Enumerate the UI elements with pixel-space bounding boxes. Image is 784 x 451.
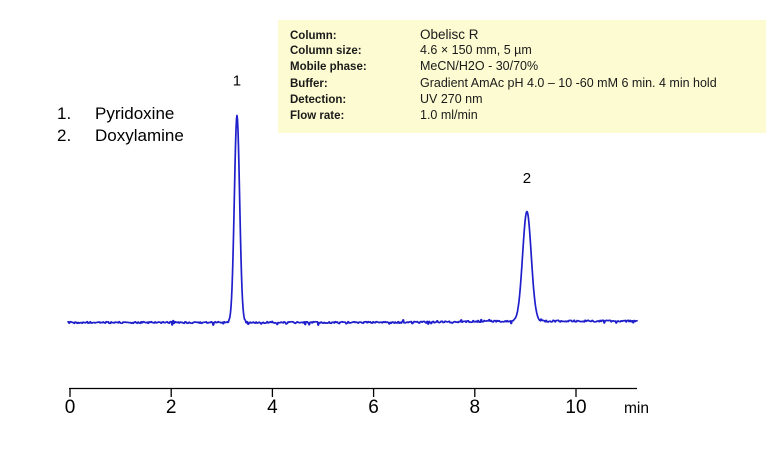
peak-list-number: 1.	[57, 104, 72, 123]
condition-value: UV 270 nm	[420, 91, 483, 106]
peak-list-compound: Pyridoxine	[95, 104, 175, 123]
condition-row: Buffer: Gradient AmAc pH 4.0 – 10 -60 mM …	[290, 76, 760, 92]
condition-row: Flow rate: 1.0 ml/min	[290, 108, 760, 124]
peak-list-number: 2.	[57, 126, 72, 145]
condition-label: Detection:	[290, 93, 347, 106]
peak-list-item: 2. Doxylamine	[57, 125, 184, 147]
condition-label: Column:	[290, 30, 337, 42]
peak-list-compound: Doxylamine	[95, 126, 184, 145]
condition-label: Buffer:	[290, 77, 328, 90]
x-tick-label: 2	[166, 397, 177, 418]
peak-number-label: 2	[523, 170, 531, 187]
peak-list: 1. Pyridoxine 2. Doxylamine	[57, 103, 184, 147]
condition-row: Column size: 4.6 × 150 mm, 5 µm	[290, 43, 760, 59]
x-tick-label: 6	[368, 397, 379, 418]
x-axis-unit-label: min	[624, 400, 649, 417]
peak-number-label: 1	[233, 73, 241, 90]
x-tick-label: 10	[565, 397, 586, 418]
condition-row: Detection: UV 270 nm	[290, 92, 760, 108]
condition-row: Column: Obelisc R	[290, 27, 760, 43]
peak-list-item: 1. Pyridoxine	[57, 103, 184, 125]
condition-value: Obelisc R	[420, 27, 479, 42]
condition-label: Column size:	[290, 45, 362, 58]
x-tick-label: 8	[470, 397, 481, 418]
x-tick-label: 4	[267, 397, 278, 418]
condition-value: MeCN/H2O - 30/70%	[420, 59, 539, 74]
x-tick-label: 0	[65, 397, 76, 418]
condition-value: 1.0 ml/min	[420, 107, 478, 122]
condition-value: 4.6 × 150 mm, 5 µm	[420, 43, 532, 58]
conditions-box: Column: Obelisc R Column size: 4.6 × 150 mm…	[278, 20, 766, 133]
condition-value: Gradient AmAc pH 4.0 – 10 -60 mM 6 min. …	[420, 75, 717, 90]
chromatogram-trace	[67, 114, 638, 326]
condition-row: Mobile phase: MeCN/H2O - 30/70%	[290, 59, 760, 75]
condition-label: Flow rate:	[290, 109, 345, 122]
condition-label: Mobile phase:	[290, 61, 367, 74]
